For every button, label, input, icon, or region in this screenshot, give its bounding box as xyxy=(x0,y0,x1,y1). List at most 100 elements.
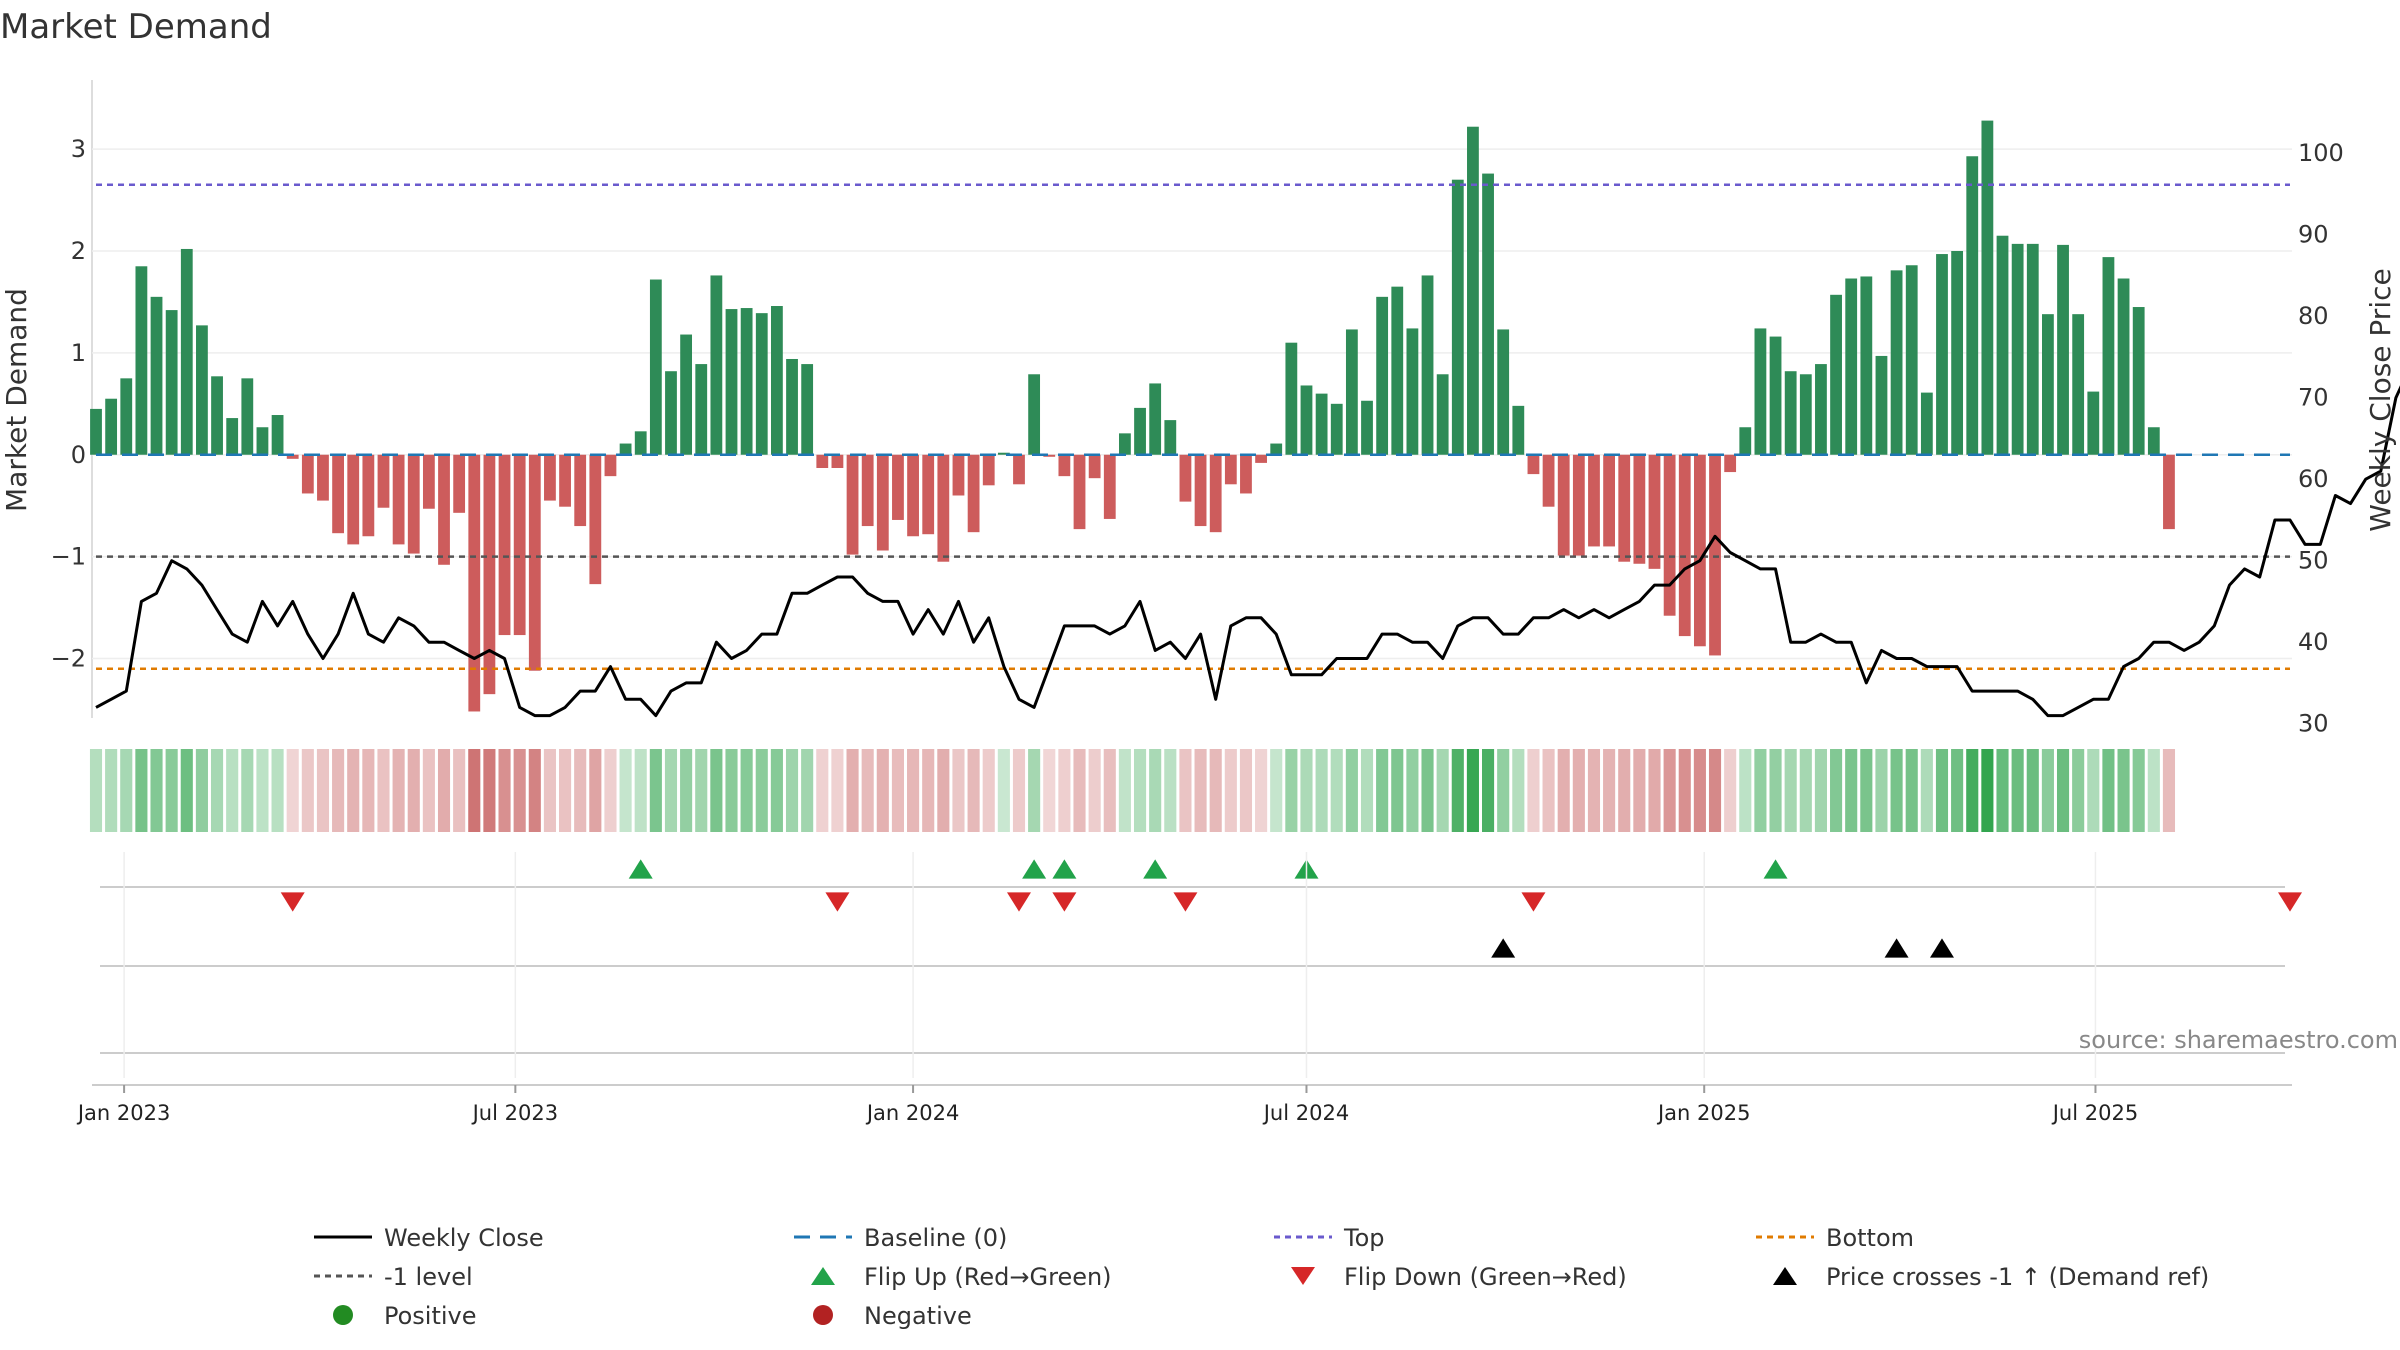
heat-cell xyxy=(755,749,768,832)
negative-demand-bar xyxy=(1678,454,1691,637)
negative-demand-bar xyxy=(1088,454,1101,479)
heat-cell xyxy=(1830,749,1843,832)
heat-cell xyxy=(453,749,466,832)
heat-cell xyxy=(1708,749,1722,832)
y-tick-label: 0 xyxy=(71,441,86,469)
heat-cell xyxy=(876,749,889,832)
positive-demand-bar xyxy=(801,364,814,455)
positive-demand-bar xyxy=(1920,392,1933,455)
positive-demand-bar xyxy=(2102,257,2115,455)
heat-cell xyxy=(528,749,541,832)
positive-demand-bar xyxy=(90,408,102,455)
heat-cell xyxy=(1239,749,1253,832)
heat-cell xyxy=(1587,749,1601,832)
heat-cell xyxy=(407,749,420,832)
flip-down-marker xyxy=(1052,892,1077,912)
positive-demand-bar xyxy=(1119,433,1131,455)
flip-down-marker xyxy=(825,892,850,912)
y2-tick-label: 30 xyxy=(2298,710,2329,738)
flip-down-marker xyxy=(1521,892,1546,912)
positive-demand-bar xyxy=(1436,374,1449,455)
legend: Weekly Close Baseline (0) Top Bottom -1 leve… xyxy=(314,1224,2209,1330)
heat-cell xyxy=(1330,749,1343,832)
positive-demand-bar xyxy=(695,364,708,455)
heat-cell xyxy=(1845,749,1858,832)
heat-cell xyxy=(710,749,723,832)
positive-demand-bar xyxy=(196,325,208,455)
heat-cell xyxy=(1482,749,1495,832)
heat-cell xyxy=(1996,749,2009,832)
heat-cell xyxy=(301,749,314,832)
y-tick-label: 2 xyxy=(71,237,86,265)
heat-cell xyxy=(2056,749,2070,832)
heat-cell xyxy=(1648,749,1661,832)
heat-cell xyxy=(664,749,678,832)
heat-cell xyxy=(740,749,753,832)
heat-cell xyxy=(437,749,451,832)
heat-cell xyxy=(120,749,133,832)
positive-demand-bar xyxy=(1300,385,1313,455)
negative-demand-bar xyxy=(1542,454,1555,507)
y-tick-label: −1 xyxy=(51,543,86,571)
heat-cell xyxy=(1527,749,1540,832)
positive-demand-bar xyxy=(1905,265,1918,455)
demand-heat-strip xyxy=(89,749,2176,832)
positive-demand-bar xyxy=(1330,403,1343,455)
heat-cell xyxy=(1603,749,1616,832)
heat-cell xyxy=(634,749,647,832)
heat-cell xyxy=(210,749,224,832)
heat-cell xyxy=(1149,749,1162,832)
negative-demand-bar xyxy=(347,454,360,545)
negative-demand-bar xyxy=(1588,454,1600,547)
positive-demand-bar xyxy=(1497,329,1510,455)
heat-cell xyxy=(1466,749,1479,832)
legend-negative-dot xyxy=(813,1305,833,1325)
positive-demand-bar xyxy=(1315,393,1328,455)
positive-demand-bar xyxy=(2072,314,2085,455)
y2-tick-label: 90 xyxy=(2298,221,2329,249)
heat-cell xyxy=(105,749,118,832)
heat-cell xyxy=(1981,749,1994,832)
heat-cell xyxy=(513,749,526,832)
positive-demand-bar xyxy=(1467,126,1479,455)
heat-cell xyxy=(861,749,874,832)
positive-demand-bar xyxy=(271,415,284,455)
positive-demand-bar xyxy=(1754,328,1767,455)
heat-cell xyxy=(1345,749,1358,832)
heat-cell xyxy=(559,749,572,832)
heat-cell xyxy=(195,749,208,832)
heat-cell xyxy=(347,749,360,832)
positive-demand-bar xyxy=(180,248,193,455)
positive-demand-bar xyxy=(1406,328,1419,455)
y2-axis-title: Weekly Close Price xyxy=(2364,268,2397,531)
heat-cell xyxy=(1194,749,1207,832)
flip-up-marker xyxy=(628,859,653,879)
y2-tick-label: 50 xyxy=(2298,547,2329,575)
positive-demand-bar xyxy=(105,398,118,455)
negative-demand-bar xyxy=(468,454,481,712)
negative-demand-bar xyxy=(1527,454,1540,475)
positive-demand-bar xyxy=(1799,374,1812,455)
heat-cell xyxy=(937,749,950,832)
heat-cell xyxy=(2117,749,2130,832)
heat-cell xyxy=(785,749,799,832)
heat-cell xyxy=(1270,749,1283,832)
heat-cell xyxy=(1285,749,1298,832)
heat-cell xyxy=(165,749,178,832)
positive-demand-bar xyxy=(2147,427,2160,455)
negative-demand-bar xyxy=(816,454,829,468)
heat-cell xyxy=(1951,749,1964,832)
negative-demand-bar xyxy=(377,454,390,508)
positive-demand-bar xyxy=(211,376,223,455)
heat-cell xyxy=(1058,749,1071,832)
negative-demand-bar xyxy=(559,454,571,507)
positive-demand-bar xyxy=(1845,278,1858,455)
heat-cell xyxy=(1028,749,1041,832)
y-tick-label: −2 xyxy=(51,645,86,673)
flip-down-marker xyxy=(1173,892,1198,912)
heat-cell xyxy=(1678,749,1691,832)
legend-positive-dot xyxy=(333,1305,353,1325)
legend-label: -1 level xyxy=(384,1263,473,1291)
heat-cell xyxy=(1799,749,1812,832)
heat-cell xyxy=(891,749,904,832)
